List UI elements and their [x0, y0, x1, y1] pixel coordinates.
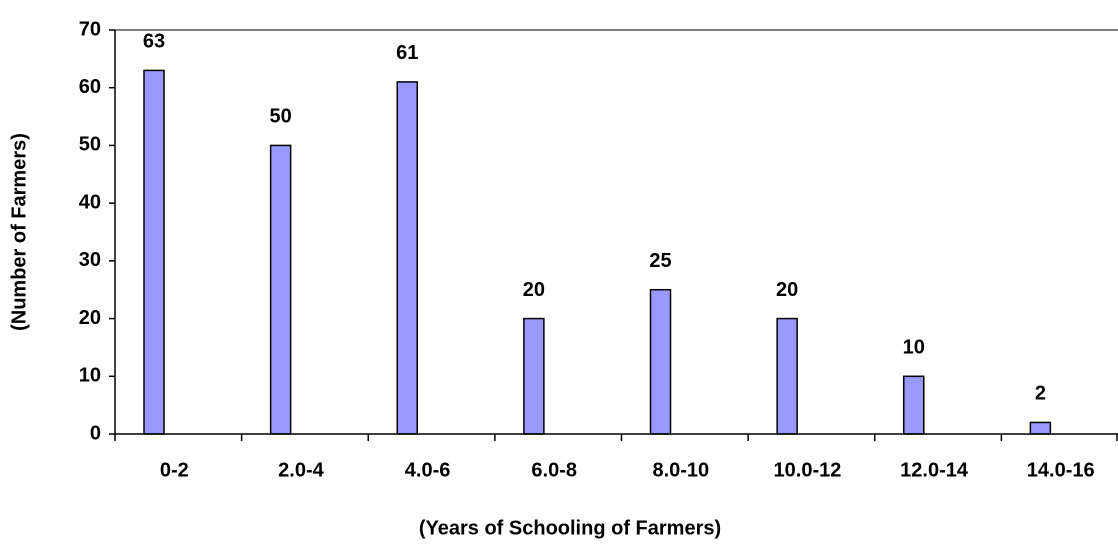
x-tick-label: 10.0-12: [774, 459, 842, 481]
x-tick-label: 12.0-14: [900, 459, 969, 481]
y-tick-label: 10: [79, 365, 101, 387]
bar: [1029, 421, 1052, 435]
x-tick-label: 6.0-8: [531, 459, 577, 481]
bar: [649, 288, 672, 435]
value-label: 63: [143, 31, 165, 53]
y-tick-label: 20: [79, 307, 101, 329]
bar: [396, 81, 418, 435]
x-axis-label: (Years of Schooling of Farmers): [419, 517, 721, 539]
x-tick-label: 14.0-16: [1027, 459, 1095, 481]
y-tick-label: 30: [79, 249, 101, 271]
value-label: 20: [523, 279, 545, 301]
value-label: 10: [903, 337, 925, 359]
y-tick-label: 60: [79, 76, 101, 98]
x-tick-label: 4.0-6: [405, 459, 451, 481]
bar: [269, 144, 292, 435]
value-label: 2: [1035, 383, 1046, 405]
y-tick-label: 50: [79, 134, 101, 156]
x-tick-label: 0-2: [160, 459, 189, 481]
value-label: 50: [270, 106, 292, 128]
value-label: 20: [776, 279, 798, 301]
x-tick-label: 8.0-10: [652, 459, 709, 481]
value-label: 61: [396, 42, 418, 64]
bar: [143, 69, 165, 435]
y-axis-label: (Number of Farmers): [8, 133, 30, 331]
bar: [903, 375, 925, 435]
bar: [523, 317, 545, 435]
value-label: 25: [649, 250, 671, 272]
bar: [776, 317, 798, 435]
y-tick-label: 40: [79, 191, 101, 213]
y-tick-label: 0: [90, 422, 101, 444]
x-tick-label: 2.0-4: [278, 459, 324, 481]
y-tick-label: 70: [79, 18, 101, 40]
